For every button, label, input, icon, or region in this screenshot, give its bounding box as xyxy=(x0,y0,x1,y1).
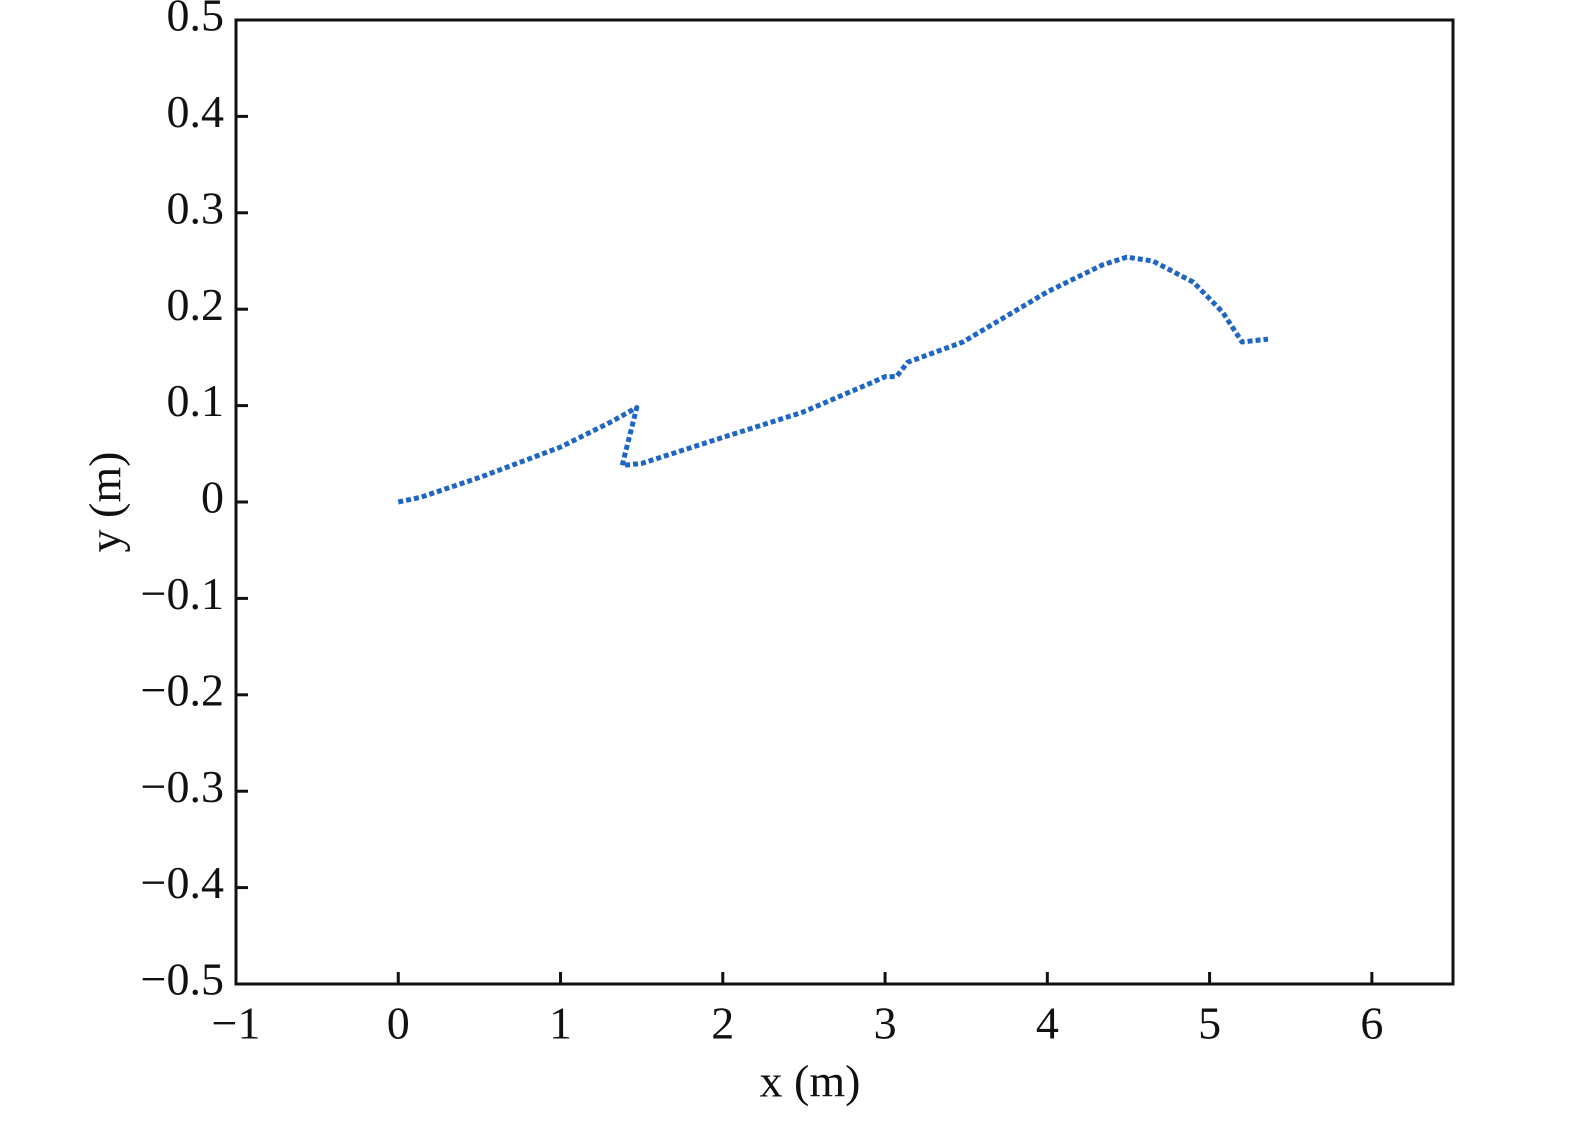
y-tick-label: 0.5 xyxy=(167,0,225,41)
x-tick-label: 4 xyxy=(1036,998,1059,1049)
y-tick-label: −0.2 xyxy=(141,664,224,715)
y-tick-label: −0.3 xyxy=(141,761,224,812)
x-tick-label: 0 xyxy=(387,998,410,1049)
y-tick-label: 0 xyxy=(201,472,224,523)
x-tick-label: 2 xyxy=(711,998,734,1049)
y-tick-label: −0.4 xyxy=(141,857,224,908)
x-tick-label: 6 xyxy=(1360,998,1383,1049)
y-tick-label: 0.4 xyxy=(167,86,225,137)
x-tick-label: 3 xyxy=(874,998,897,1049)
x-tick-label: 1 xyxy=(549,998,572,1049)
y-tick-label: −0.1 xyxy=(141,568,224,619)
series-line xyxy=(397,254,1269,505)
x-axis-label: x (m) xyxy=(760,1056,861,1107)
y-tick-label: 0.1 xyxy=(167,375,225,426)
x-tick-label: 5 xyxy=(1198,998,1221,1049)
y-axis-label: y (m) xyxy=(80,452,131,553)
y-tick-label: 0.3 xyxy=(167,182,225,233)
y-tick-label: 0.2 xyxy=(167,279,225,330)
x-tick-label: −1 xyxy=(212,998,261,1049)
plot-frame xyxy=(234,18,1455,986)
y-tick-label: −0.5 xyxy=(141,954,224,1005)
